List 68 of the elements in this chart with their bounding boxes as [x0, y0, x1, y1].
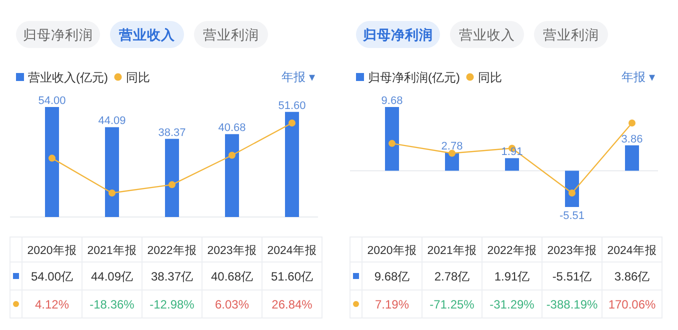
- bar: [225, 134, 239, 217]
- x-tick-label: 2022年报: [487, 244, 537, 257]
- data-label: -5.51亿: [552, 270, 592, 284]
- x-tick-label: 2020年报: [27, 244, 77, 257]
- data-label: 7.19%: [374, 298, 410, 312]
- x-tick-label: 2022年报: [147, 244, 197, 257]
- data-label: 51.60亿: [270, 270, 314, 284]
- point: [568, 190, 576, 196]
- bar: [385, 107, 399, 171]
- data-label: 3.86亿: [614, 270, 650, 284]
- legend-label: 营业收入(亿元): [28, 70, 108, 84]
- text: 年报 ▾: [622, 70, 655, 84]
- data-label: -31.29%: [490, 298, 535, 312]
- annotation: 9.68: [381, 95, 403, 107]
- annotation: 38.37: [158, 126, 186, 139]
- bar: [165, 138, 179, 217]
- data-label: 38.37亿: [150, 270, 194, 284]
- bar: [45, 107, 59, 217]
- data-label: 2.78亿: [434, 270, 470, 284]
- data-label: 44.09亿: [90, 270, 134, 284]
- point: [628, 120, 636, 126]
- text: 营业利润: [543, 28, 599, 42]
- data-label: 170.06%: [608, 298, 656, 312]
- x-tick-label: 2024年报: [267, 244, 317, 257]
- point: [448, 150, 456, 157]
- data-label: 6.03%: [214, 298, 250, 312]
- bar: [105, 127, 119, 217]
- text: 归母净利润: [23, 28, 93, 42]
- data-label: -388.19%: [546, 298, 598, 312]
- point: [388, 140, 396, 147]
- data-label: 9.68亿: [374, 270, 410, 284]
- data-label: 26.84%: [272, 298, 313, 312]
- legend-label: 同比: [478, 70, 502, 84]
- x-tick-label: 2021年报: [87, 244, 137, 257]
- point: [108, 190, 116, 196]
- annotation: 51.60: [278, 100, 306, 112]
- annotation: -5.51: [559, 210, 585, 222]
- data-label: 4.12%: [34, 298, 70, 312]
- annotation: 3.86: [621, 133, 643, 146]
- data-label: -71.25%: [430, 298, 475, 312]
- data-label: -12.98%: [150, 298, 195, 312]
- text: 营业利润: [203, 28, 259, 42]
- bar: [505, 158, 519, 171]
- data-label: 1.91亿: [494, 270, 530, 284]
- annotation: 44.09: [98, 115, 126, 128]
- x-tick-label: 2021年报: [427, 244, 477, 257]
- bar: [285, 112, 299, 217]
- point: [288, 120, 296, 126]
- legend-label: 归母净利润(亿元): [368, 70, 460, 84]
- annotation: 40.68: [218, 122, 246, 134]
- point: [228, 152, 236, 159]
- legend-label: 同比: [126, 70, 150, 84]
- point: [168, 181, 176, 188]
- text: 营业收入: [118, 28, 176, 42]
- text: 营业收入: [459, 28, 515, 42]
- text: 归母净利润: [362, 26, 433, 42]
- annotation: 2.78: [441, 140, 463, 152]
- annotation: 54.00: [38, 95, 66, 107]
- x-tick-label: 2024年报: [607, 244, 657, 257]
- point: [48, 154, 56, 162]
- data-label: 40.68亿: [210, 270, 254, 284]
- data-label: -18.36%: [90, 298, 135, 312]
- text: 年报 ▾: [282, 70, 315, 84]
- x-tick-label: 2023年报: [547, 244, 597, 257]
- data-label: 54.00亿: [30, 270, 74, 284]
- x-tick-label: 2020年报: [367, 244, 417, 257]
- x-tick-label: 2023年报: [207, 244, 257, 257]
- bar: [625, 145, 639, 171]
